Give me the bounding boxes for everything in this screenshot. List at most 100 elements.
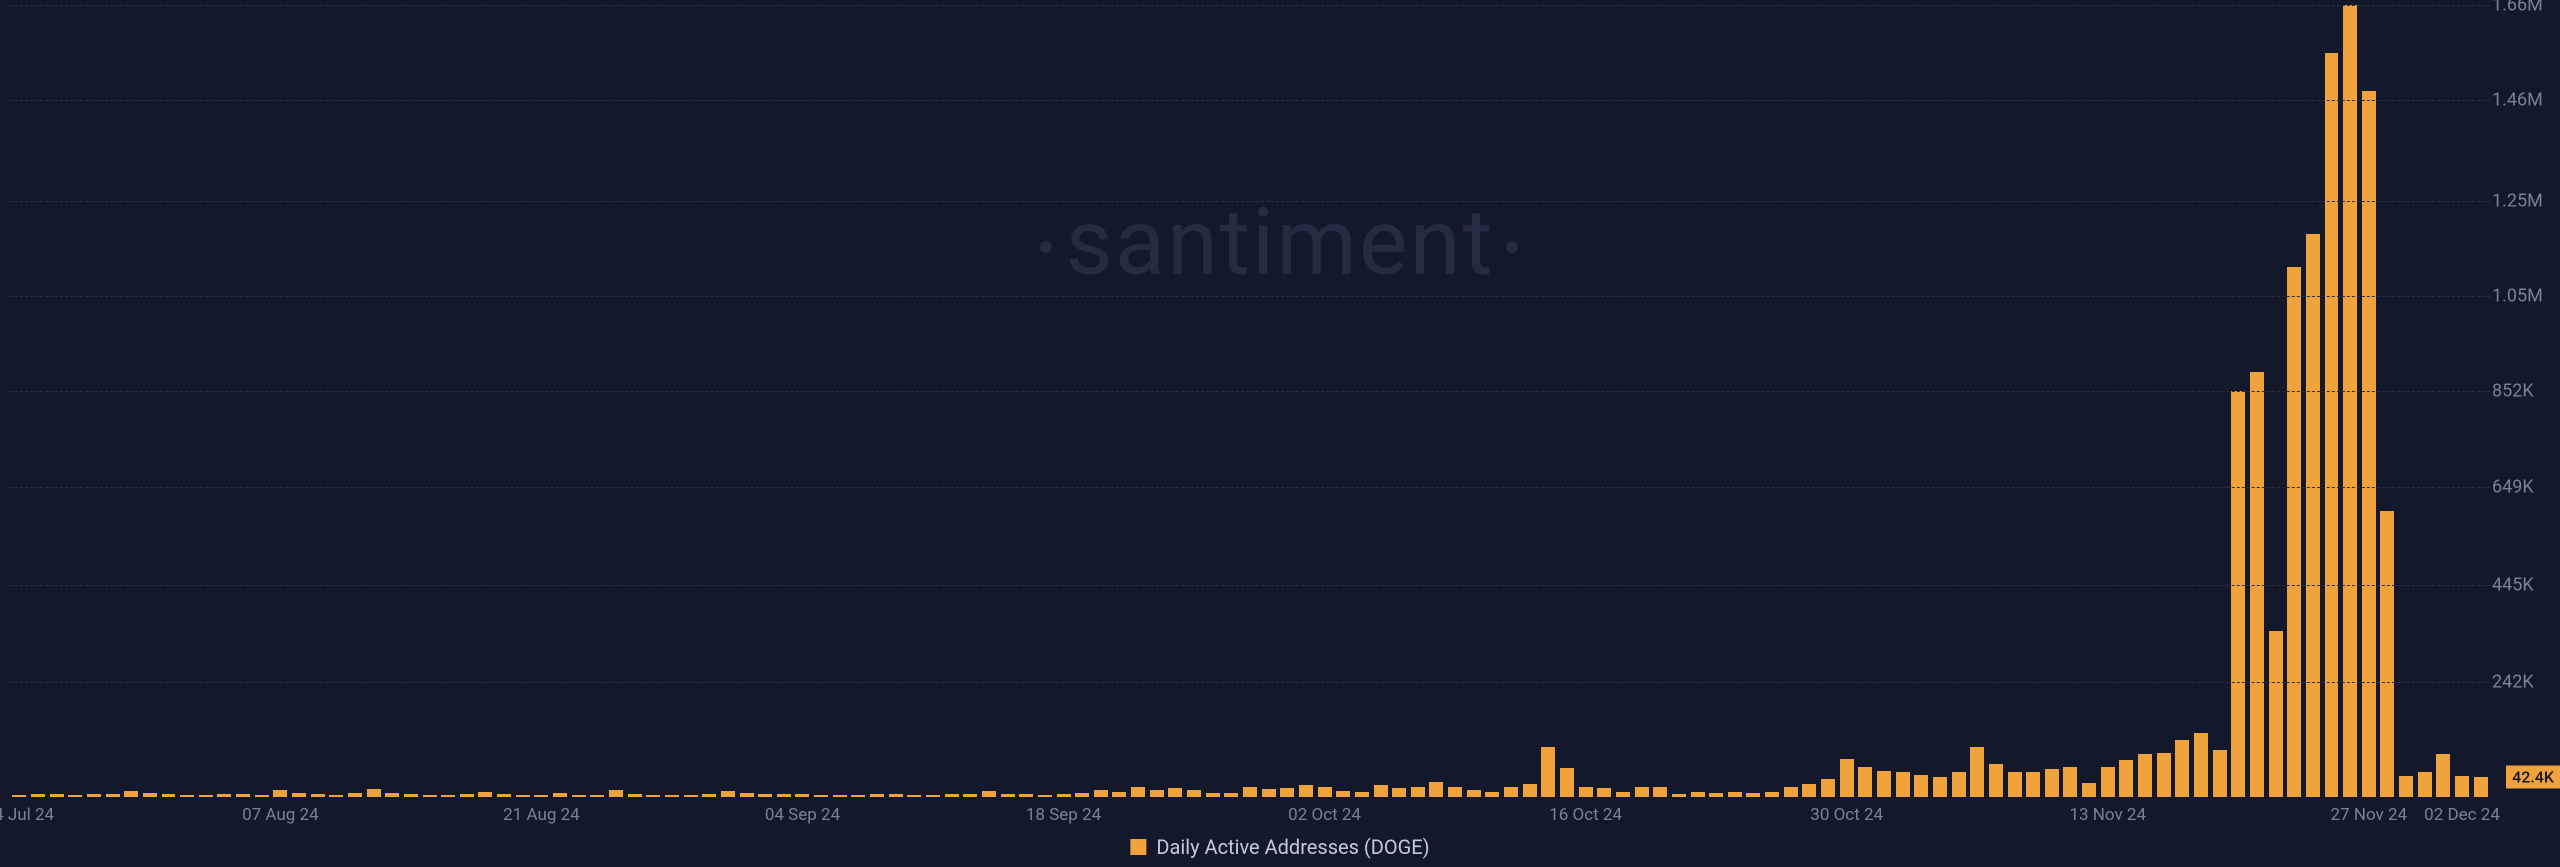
bar[interactable] — [2455, 776, 2469, 797]
bar[interactable] — [1653, 787, 1667, 797]
bar[interactable] — [348, 793, 362, 797]
bar[interactable] — [1989, 764, 2003, 797]
bar[interactable] — [1094, 790, 1108, 797]
bar[interactable] — [1411, 787, 1425, 797]
bar[interactable] — [1467, 790, 1481, 797]
bar[interactable] — [2269, 631, 2283, 797]
bar[interactable] — [963, 794, 977, 797]
bar[interactable] — [143, 793, 157, 797]
bar[interactable] — [1821, 779, 1835, 797]
bar[interactable] — [292, 793, 306, 797]
bar[interactable] — [1038, 795, 1052, 797]
bar[interactable] — [1635, 787, 1649, 797]
bar[interactable] — [385, 793, 399, 797]
bar[interactable] — [273, 790, 287, 797]
bar[interactable] — [2213, 750, 2227, 797]
bar[interactable] — [31, 794, 45, 797]
bar[interactable] — [2026, 772, 2040, 797]
bar[interactable] — [2063, 767, 2077, 797]
bar[interactable] — [1448, 787, 1462, 797]
bar[interactable] — [404, 794, 418, 797]
bar[interactable] — [1579, 787, 1593, 797]
bar[interactable] — [646, 795, 660, 797]
bar[interactable] — [1709, 793, 1723, 797]
bar[interactable] — [12, 795, 26, 797]
bar[interactable] — [870, 794, 884, 797]
bar[interactable] — [255, 795, 269, 797]
bar[interactable] — [2325, 53, 2339, 797]
bar[interactable] — [926, 795, 940, 797]
bar[interactable] — [2119, 760, 2133, 797]
bar[interactable] — [2008, 772, 2022, 797]
bar[interactable] — [833, 795, 847, 797]
bar[interactable] — [572, 795, 586, 797]
bar[interactable] — [2175, 740, 2189, 797]
bar[interactable] — [217, 794, 231, 797]
bar[interactable] — [982, 791, 996, 797]
bar[interactable] — [609, 790, 623, 797]
bar[interactable] — [1168, 788, 1182, 797]
bar[interactable] — [1187, 790, 1201, 797]
bar[interactable] — [1243, 787, 1257, 797]
bar[interactable] — [1914, 775, 1928, 797]
bar[interactable] — [1896, 772, 1910, 797]
bar[interactable] — [1131, 787, 1145, 797]
bar[interactable] — [1355, 792, 1369, 797]
bar[interactable] — [1057, 794, 1071, 797]
bar[interactable] — [907, 795, 921, 797]
bar[interactable] — [1280, 788, 1294, 797]
bar[interactable] — [441, 795, 455, 797]
bar[interactable] — [2474, 777, 2488, 797]
bar[interactable] — [311, 794, 325, 797]
bar[interactable] — [1933, 777, 1947, 797]
bar[interactable] — [2399, 776, 2413, 797]
bar[interactable] — [795, 794, 809, 797]
bar[interactable] — [1374, 785, 1388, 797]
bar[interactable] — [2343, 5, 2357, 797]
bar[interactable] — [2436, 754, 2450, 797]
legend[interactable]: Daily Active Addresses (DOGE) — [1130, 835, 1429, 859]
bar[interactable] — [162, 794, 176, 797]
bar[interactable] — [2138, 754, 2152, 797]
bar[interactable] — [1318, 787, 1332, 797]
bar[interactable] — [2380, 511, 2394, 797]
bar[interactable] — [684, 795, 698, 797]
bar[interactable] — [1746, 793, 1760, 797]
bar[interactable] — [2194, 733, 2208, 797]
bar[interactable] — [106, 794, 120, 797]
bar[interactable] — [1672, 794, 1686, 797]
bar[interactable] — [329, 795, 343, 797]
bar[interactable] — [1691, 792, 1705, 797]
bar[interactable] — [1765, 792, 1779, 797]
bar[interactable] — [2101, 767, 2115, 797]
bar[interactable] — [1206, 793, 1220, 797]
bar[interactable] — [1523, 784, 1537, 797]
bar[interactable] — [1299, 785, 1313, 797]
bar[interactable] — [199, 795, 213, 797]
bar[interactable] — [628, 794, 642, 797]
bar[interactable] — [1728, 792, 1742, 797]
bar[interactable] — [1336, 791, 1350, 797]
bar[interactable] — [758, 794, 772, 797]
bar[interactable] — [180, 795, 194, 797]
bar[interactable] — [460, 794, 474, 797]
bar[interactable] — [1112, 792, 1126, 797]
bar[interactable] — [740, 793, 754, 797]
bar[interactable] — [236, 794, 250, 797]
bar[interactable] — [1952, 772, 1966, 797]
bar[interactable] — [1802, 784, 1816, 797]
bar[interactable] — [1485, 792, 1499, 797]
bar[interactable] — [777, 794, 791, 797]
bar[interactable] — [1392, 788, 1406, 797]
bar[interactable] — [851, 795, 865, 797]
bar[interactable] — [945, 794, 959, 797]
bar[interactable] — [367, 789, 381, 797]
bar[interactable] — [2082, 783, 2096, 797]
bar[interactable] — [87, 794, 101, 797]
bar[interactable] — [124, 791, 138, 797]
bar[interactable] — [423, 795, 437, 797]
bar[interactable] — [1429, 782, 1443, 797]
bar[interactable] — [516, 795, 530, 797]
bar[interactable] — [68, 795, 82, 797]
bar[interactable] — [2287, 267, 2301, 797]
